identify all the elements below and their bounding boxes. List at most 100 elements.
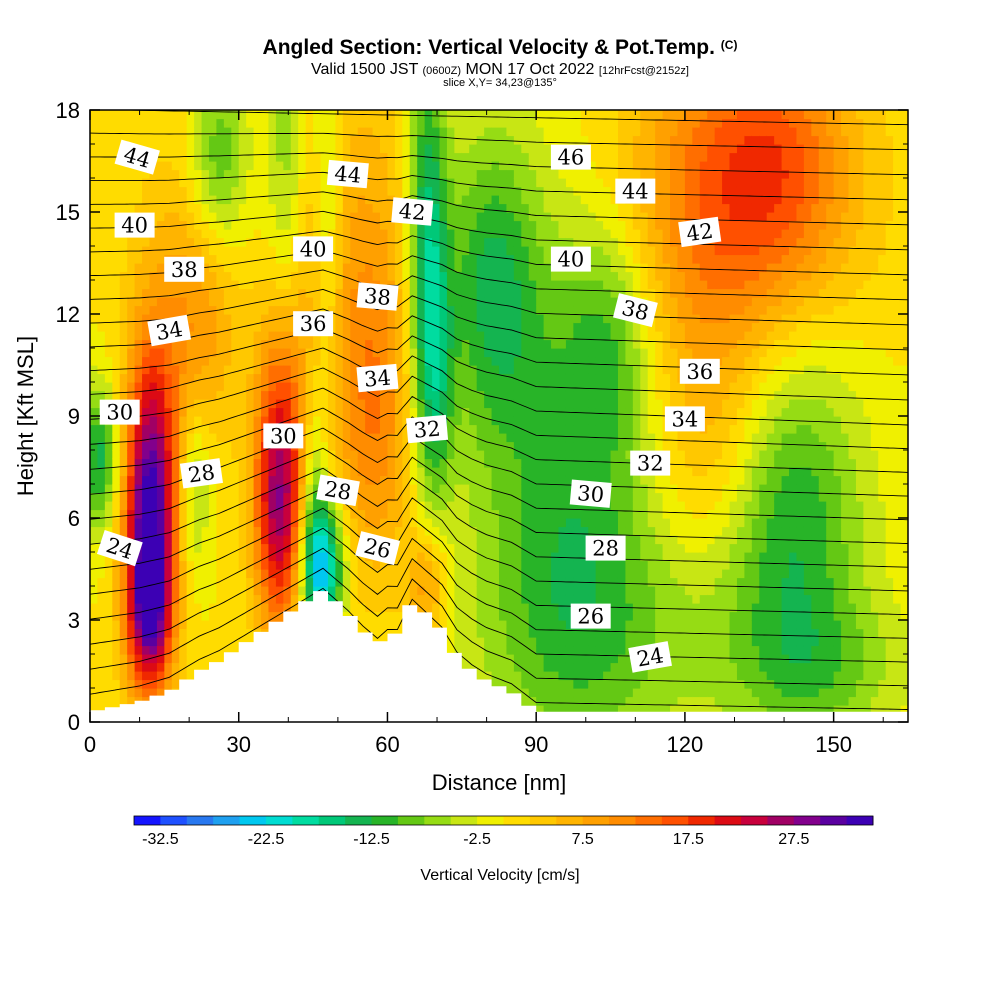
velocity-cell xyxy=(409,441,418,451)
velocity-cell xyxy=(201,484,210,494)
velocity-cell xyxy=(409,237,418,247)
velocity-cell xyxy=(268,135,277,145)
velocity-cell xyxy=(588,390,597,400)
velocity-cell xyxy=(186,110,195,120)
velocity-cell xyxy=(216,501,225,511)
velocity-cell xyxy=(142,297,151,307)
velocity-cell xyxy=(119,603,128,613)
velocity-cell xyxy=(357,560,366,570)
velocity-cell xyxy=(231,467,240,477)
velocity-cell xyxy=(112,246,121,256)
velocity-cell xyxy=(461,203,470,213)
velocity-cell xyxy=(142,195,151,205)
velocity-cell xyxy=(558,110,567,120)
velocity-cell xyxy=(142,509,151,519)
velocity-cell xyxy=(588,263,597,273)
velocity-cell xyxy=(112,518,121,528)
velocity-cell xyxy=(97,110,106,120)
velocity-cell xyxy=(179,127,188,137)
velocity-cell xyxy=(513,671,522,681)
velocity-cell xyxy=(231,611,240,621)
velocity-cell xyxy=(104,475,113,485)
velocity-cell xyxy=(506,543,515,553)
velocity-cell xyxy=(543,161,552,171)
velocity-cell xyxy=(424,246,433,256)
velocity-cell xyxy=(461,263,470,273)
velocity-cell xyxy=(580,237,589,247)
velocity-cell xyxy=(134,280,143,290)
velocity-cell xyxy=(499,662,508,672)
velocity-cell xyxy=(521,586,530,596)
velocity-cell xyxy=(156,305,165,315)
velocity-cell xyxy=(342,263,351,273)
velocity-cell xyxy=(365,569,374,579)
velocity-cell xyxy=(543,373,552,383)
velocity-cell xyxy=(409,577,418,587)
velocity-cell xyxy=(417,305,426,315)
velocity-cell xyxy=(372,331,381,341)
velocity-cell xyxy=(112,671,121,681)
velocity-cell xyxy=(261,365,270,375)
velocity-cell xyxy=(179,407,188,417)
velocity-cell xyxy=(104,186,113,196)
velocity-cell xyxy=(179,552,188,562)
velocity-cell xyxy=(372,152,381,162)
velocity-cell xyxy=(246,152,255,162)
velocity-cell xyxy=(97,433,106,443)
velocity-cell xyxy=(231,331,240,341)
velocity-cell xyxy=(127,569,136,579)
velocity-cell xyxy=(179,518,188,528)
velocity-cell xyxy=(394,620,403,630)
velocity-cell xyxy=(320,416,329,426)
velocity-cell xyxy=(417,127,426,137)
velocity-cell xyxy=(469,246,478,256)
velocity-cell xyxy=(90,611,99,621)
velocity-cell xyxy=(595,339,604,349)
velocity-cell xyxy=(484,348,493,358)
velocity-cell xyxy=(580,305,589,315)
velocity-cell xyxy=(290,543,299,553)
velocity-cell xyxy=(387,501,396,511)
velocity-cell xyxy=(223,169,232,179)
velocity-cell xyxy=(573,390,582,400)
velocity-cell xyxy=(275,467,284,477)
velocity-cell xyxy=(194,220,203,230)
velocity-cell xyxy=(365,611,374,621)
velocity-cell xyxy=(409,390,418,400)
velocity-cell xyxy=(290,110,299,120)
velocity-cell xyxy=(97,475,106,485)
velocity-cell xyxy=(595,637,604,647)
velocity-cell xyxy=(223,288,232,298)
velocity-cell xyxy=(439,118,448,128)
velocity-cell xyxy=(156,212,165,222)
velocity-cell xyxy=(513,229,522,239)
velocity-cell xyxy=(454,628,463,638)
velocity-cell xyxy=(454,356,463,366)
velocity-cell xyxy=(327,518,336,528)
velocity-cell xyxy=(424,467,433,477)
velocity-cell xyxy=(298,535,307,545)
velocity-cell xyxy=(171,178,180,188)
velocity-cell xyxy=(194,288,203,298)
velocity-cell xyxy=(528,467,537,477)
velocity-cell xyxy=(588,271,597,281)
velocity-cell xyxy=(446,356,455,366)
velocity-cell xyxy=(446,305,455,315)
velocity-cell xyxy=(253,390,262,400)
velocity-cell xyxy=(372,390,381,400)
velocity-cell xyxy=(142,424,151,434)
velocity-cell xyxy=(90,433,99,443)
velocity-cell xyxy=(424,135,433,145)
velocity-cell xyxy=(208,535,218,545)
velocity-cell xyxy=(350,552,359,562)
velocity-cell xyxy=(186,433,195,443)
velocity-cell xyxy=(499,203,508,213)
velocity-cell xyxy=(216,399,225,409)
velocity-cell xyxy=(290,220,299,230)
velocity-cell xyxy=(268,288,277,298)
velocity-cell xyxy=(119,509,128,519)
velocity-cell xyxy=(342,195,351,205)
velocity-cell xyxy=(357,339,366,349)
velocity-cell xyxy=(357,246,366,256)
velocity-cell xyxy=(164,203,173,213)
